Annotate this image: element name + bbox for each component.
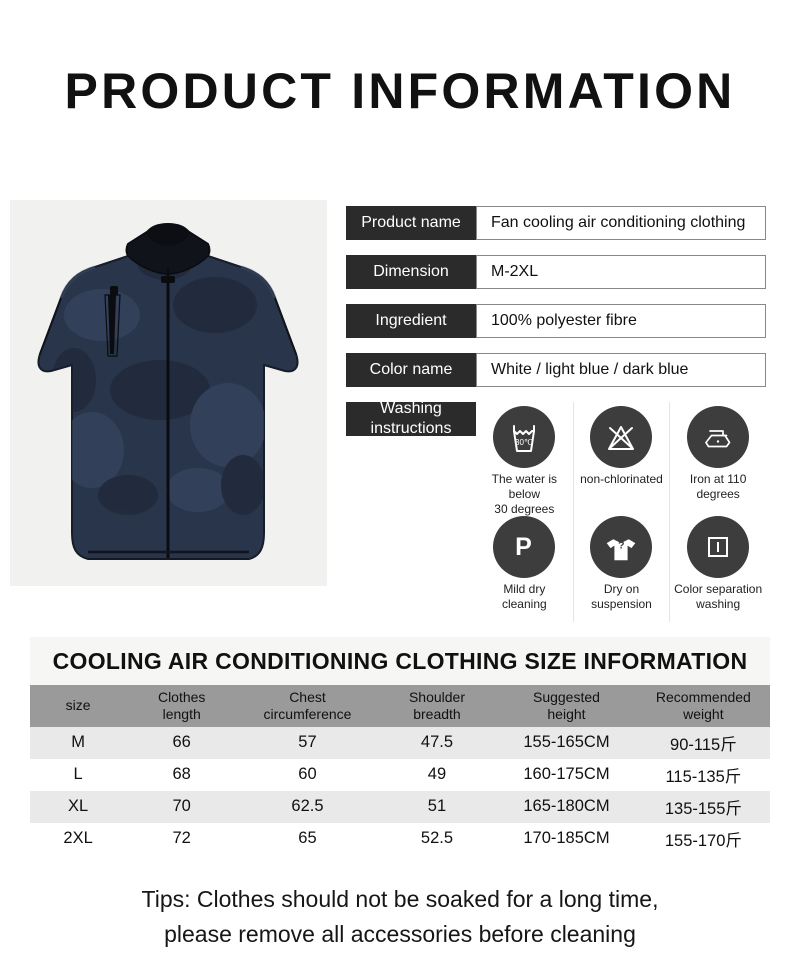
svg-text:?: ? bbox=[619, 541, 625, 552]
svg-text:30℃: 30℃ bbox=[515, 438, 533, 447]
svg-text:P: P bbox=[515, 533, 532, 561]
